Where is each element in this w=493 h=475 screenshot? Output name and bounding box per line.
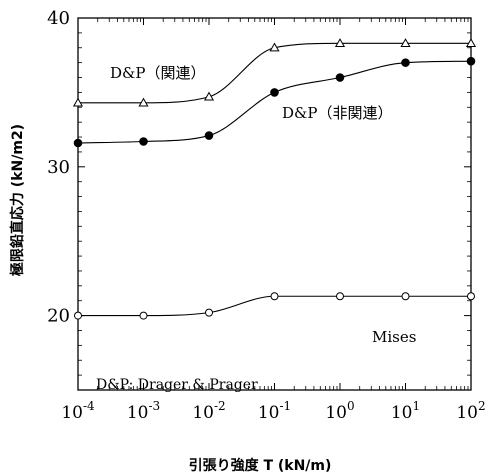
y-axis-label: 極限鉛直応力 (kN/m2) (9, 124, 26, 276)
series-markers (72, 38, 477, 320)
x-tick-label: 10-4 (61, 399, 95, 423)
data-point-triangle (465, 38, 477, 47)
data-point-triangle (334, 38, 346, 47)
annotation-note: D&P: Drager & Prager (96, 377, 258, 393)
x-tick-label: 10-2 (192, 399, 225, 423)
data-point-triangle (72, 97, 84, 107)
x-tick-label: 10-1 (258, 399, 291, 423)
data-point-triangle (400, 38, 411, 47)
x-tick-label: 101 (391, 399, 420, 423)
series-label-dp-assoc: D&P（関連） (110, 64, 205, 82)
data-point-open-circle (74, 311, 82, 320)
series-label-dp-nonassoc: D&P（非関連） (282, 104, 392, 122)
axis-ticks (77, 17, 472, 391)
data-point-filled-circle (204, 131, 214, 140)
data-point-triangle (269, 42, 280, 52)
y-tick-label: 40 (47, 8, 70, 29)
data-point-filled-circle (270, 88, 279, 97)
x-axis-label: 引張り強度 T (kN/m) (189, 457, 332, 474)
data-point-triangle (138, 97, 149, 107)
x-tick-label: 102 (456, 399, 485, 423)
data-point-filled-circle (335, 73, 345, 82)
data-point-filled-circle (73, 138, 83, 148)
data-point-open-circle (467, 292, 475, 301)
data-point-open-circle (401, 292, 410, 301)
series-label-mises: Mises (372, 328, 416, 346)
data-point-filled-circle (139, 137, 148, 146)
data-point-open-circle (205, 308, 213, 317)
axis-tick-labels: 10-4 10-3 10-2 10-1 100 101 102 20 30 40 (47, 8, 486, 423)
y-tick-label: 20 (47, 306, 70, 327)
data-point-filled-circle (401, 58, 410, 67)
data-point-filled-circle (466, 56, 476, 66)
data-point-open-circle (270, 292, 279, 301)
data-point-triangle (203, 91, 215, 101)
data-point-open-circle (336, 292, 344, 301)
x-tick-label: 10-3 (127, 399, 160, 423)
series-lines (77, 42, 472, 317)
data-point-open-circle (139, 311, 148, 320)
y-tick-label: 30 (47, 157, 70, 178)
x-tick-label: 100 (325, 399, 354, 423)
